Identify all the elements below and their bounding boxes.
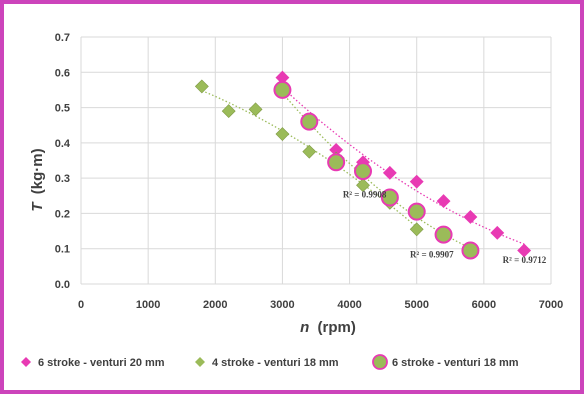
legend-label: 6 stroke - venturi 18 mm [392,357,519,369]
data-point [275,127,290,141]
legend: 6 stroke - venturi 20 mm 4 stroke - ventu… [21,354,519,370]
trendline [281,87,525,245]
data-point [517,243,532,258]
x-tick-labels: 0 1000 2000 3000 4000 5000 6000 7000 [78,299,563,311]
x-axis-title: n (rpm) [300,319,356,336]
x-tick-label: 0 [78,299,84,311]
data-point [409,174,424,189]
y-tick-label: 0.5 [55,103,70,115]
data-point [463,210,478,224]
y-tick-label: 0.4 [55,138,71,150]
r2-label: R² = 0.9908 [343,190,387,200]
y-tick-label: 0.3 [55,173,70,185]
data-point [354,162,372,181]
x-tick-label: 2000 [203,299,227,311]
data-point [380,188,399,207]
x-tick-label: 6000 [472,299,496,311]
x-tick-label: 1000 [136,299,160,311]
r2-label: R² = 0.9712 [503,255,547,265]
y-tick-label: 0.1 [55,244,70,256]
x-tick-label: 4000 [337,299,361,311]
legend-label: 4 stroke - venturi 18 mm [212,357,339,369]
y-axis-title: T (kg·m) [29,148,46,211]
legend-marker [195,357,205,367]
gridlines [80,36,552,285]
data-points [194,70,532,260]
data-point [461,241,480,260]
y-tick-label: 0.7 [55,32,70,44]
data-point [273,80,292,99]
x-tick-label: 3000 [270,299,294,311]
data-point [356,178,370,193]
y-tick-label: 0.2 [55,208,70,220]
data-point [327,153,346,172]
x-tick-label: 7000 [539,299,563,311]
data-point [194,79,209,94]
y-tick-label: 0.0 [55,279,70,291]
data-point [221,104,236,119]
data-point [302,144,317,159]
data-point [434,225,453,244]
data-point [248,102,263,117]
legend-marker [21,357,31,367]
data-point [300,112,319,131]
x-tick-label: 5000 [404,299,428,311]
legend-label: 6 stroke - venturi 20 mm [38,357,165,369]
data-point [382,165,397,180]
data-point [407,202,426,221]
data-point [490,225,505,240]
y-tick-label: 0.6 [55,67,70,79]
data-point [409,222,424,237]
legend-marker [372,354,388,370]
r2-labels: R² = 0.9712 R² = 0.9908 R² = 0.9907 [343,190,547,265]
r2-label: R² = 0.9907 [410,250,454,260]
data-point [436,194,451,209]
y-tick-labels: 0.0 0.1 0.2 0.3 0.4 0.5 0.6 0.7 [55,32,71,291]
